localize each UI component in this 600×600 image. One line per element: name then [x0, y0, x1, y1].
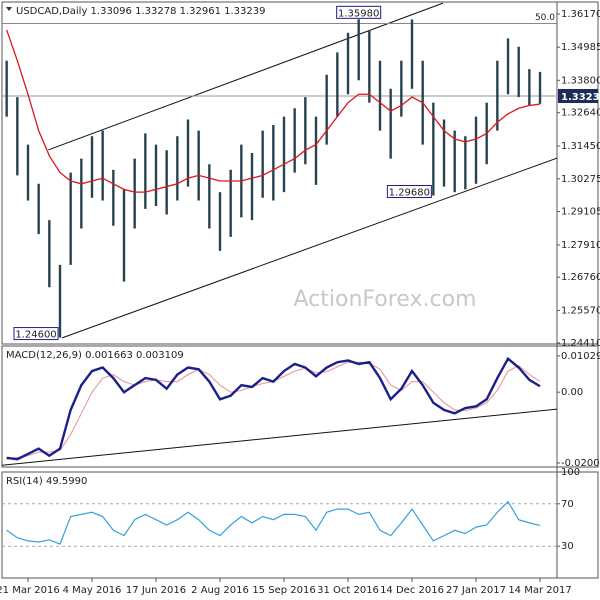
panel-plot [2, 2, 557, 339]
y-tick-label: 1.26760 [561, 272, 600, 283]
last-price-box [558, 88, 598, 103]
annotation-label: 1.29680 [389, 188, 430, 199]
rsi-line [6, 500, 541, 545]
trendline [61, 157, 557, 339]
fib-level-label: 50.0 [535, 13, 555, 23]
y-tick-label: 30 [561, 541, 574, 552]
y-tick-label: 0.00 [561, 387, 583, 398]
annotation-box [336, 5, 382, 19]
y-tick-label: 1.30275 [561, 174, 600, 185]
panel-plot [2, 356, 557, 466]
panel-plot [2, 500, 557, 547]
x-tick-label: 15 Sep 2016 [252, 585, 315, 596]
rsi-panel-frame [1, 471, 599, 579]
moving-average [6, 29, 541, 193]
y-tick-label: 1.31450 [561, 141, 600, 152]
y-tick-label: -0.020051 [561, 458, 600, 469]
panel-title: MACD(12,26,9) 0.001663 0.003109 [6, 350, 184, 361]
annotation-label: 1.24600 [15, 330, 56, 341]
x-tick-label: 27 Jan 2017 [446, 585, 506, 596]
last-price-label: 1.33239 [561, 92, 600, 103]
watermark: ActionForex.com [294, 287, 477, 312]
y-tick-label: 0.010293 [561, 351, 600, 362]
menu-icon [6, 7, 12, 11]
trendline [2, 408, 557, 466]
x-tick-label: 14 Mar 2017 [508, 585, 571, 596]
annotation-label: 1.35980 [338, 8, 379, 19]
panel-title: RSI(14) 49.5990 [6, 476, 87, 487]
y-tick-label: 1.24410 [561, 338, 600, 349]
y-tick-label: 1.33800 [561, 75, 600, 86]
trendline [48, 2, 444, 151]
y-tick-label: 1.34985 [561, 42, 600, 53]
y-tick-label: 1.36170 [561, 9, 600, 20]
annotation-box [386, 185, 432, 199]
macd-line [6, 356, 541, 461]
price-panel-frame [1, 1, 599, 345]
y-tick-label: 1.29105 [561, 207, 600, 218]
x-tick-label: 14 Dec 2016 [380, 585, 444, 596]
y-tick-label: 1.25570 [561, 305, 600, 316]
x-tick-label: 4 May 2016 [63, 585, 122, 596]
panel-title: USDCAD,Daily 1.33096 1.33278 1.32961 1.3… [16, 6, 266, 17]
x-tick-label: 21 Mar 2016 [0, 585, 60, 596]
y-tick-label: 1.27910 [561, 240, 600, 251]
macd-panel-frame [1, 345, 599, 468]
y-tick-label: 1.32640 [561, 108, 600, 119]
y-tick-label: 70 [561, 499, 574, 510]
annotation-box [13, 327, 59, 341]
x-tick-label: 17 Jun 2016 [126, 585, 186, 596]
x-tick-label: 31 Oct 2016 [317, 585, 379, 596]
y-tick-label: 100 [561, 467, 580, 478]
x-tick-label: 2 Aug 2016 [191, 585, 249, 596]
